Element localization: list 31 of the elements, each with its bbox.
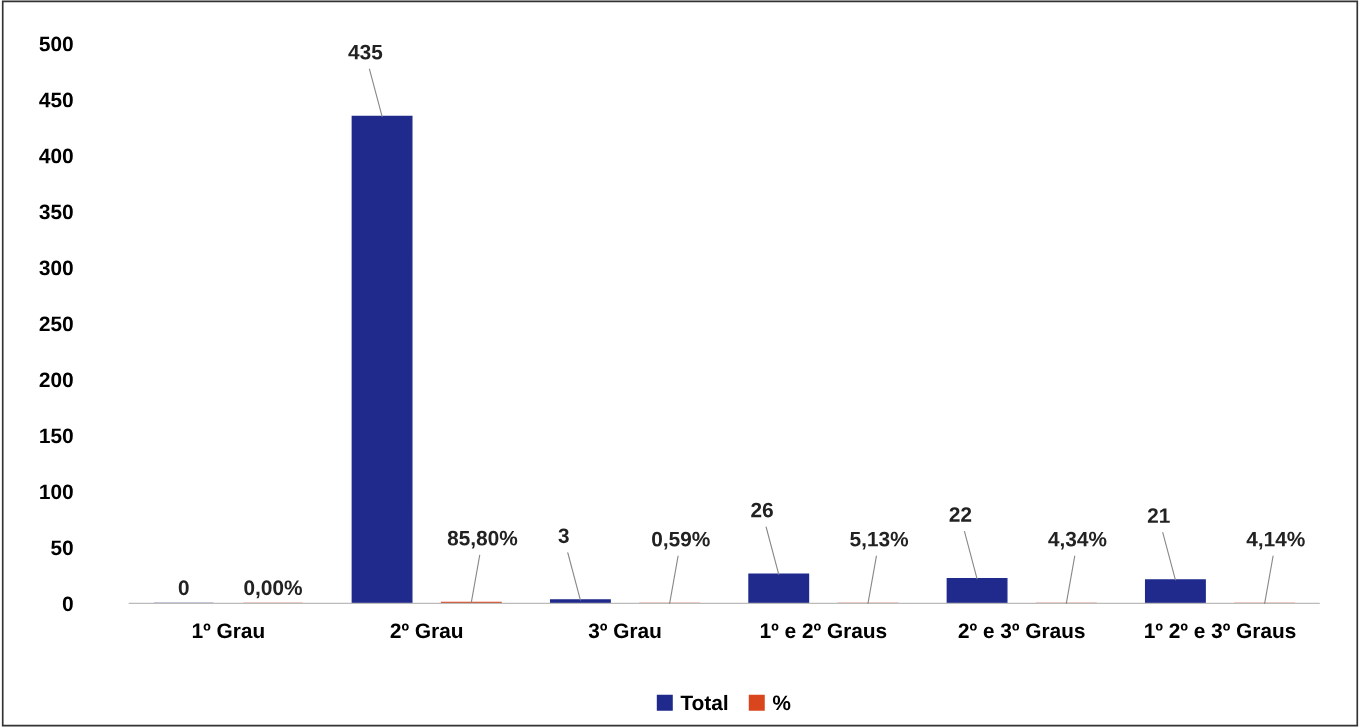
y-tick-label: 450 — [39, 92, 73, 108]
x-tick-label: 1º e 2º Graus — [760, 623, 887, 639]
data-label: 435 — [348, 44, 383, 60]
data-label: 21 — [1147, 508, 1170, 523]
y-tick-label: 150 — [40, 428, 73, 444]
y-tick-label: 200 — [39, 372, 73, 388]
legend-label: % — [772, 695, 791, 711]
x-tick-label: 1º Grau — [192, 623, 264, 639]
data-label: 0,00% — [244, 580, 302, 599]
data-label: 85,80% — [447, 530, 518, 549]
y-tick-label: 50 — [51, 540, 73, 556]
y-tick-label: 350 — [39, 204, 73, 220]
data-label: 26 — [751, 502, 773, 518]
data-label: 0 — [178, 580, 189, 596]
y-tick-label: 0 — [62, 596, 73, 612]
data-label: 0,59% — [652, 531, 710, 550]
data-label: 5,13% — [850, 531, 909, 550]
x-tick-label: 2º Grau — [390, 623, 463, 639]
y-tick-label: 400 — [39, 148, 73, 164]
x-tick-label: 3º Grau — [588, 623, 661, 639]
x-tick-label: 2º e 3º Graus — [958, 623, 1085, 639]
data-label: 4,34% — [1048, 531, 1107, 550]
y-tick-label: 300 — [39, 260, 73, 276]
x-tick-label: 1º 2º e 3º Graus — [1145, 623, 1296, 639]
y-tick-label: 100 — [40, 484, 73, 500]
y-tick-label: 500 — [39, 36, 73, 52]
data-label: 3 — [558, 528, 569, 544]
legend-label: Total — [680, 694, 728, 711]
data-label: 4,14% — [1246, 531, 1305, 550]
data-label: 22 — [949, 507, 972, 522]
y-tick-label: 250 — [39, 316, 73, 332]
